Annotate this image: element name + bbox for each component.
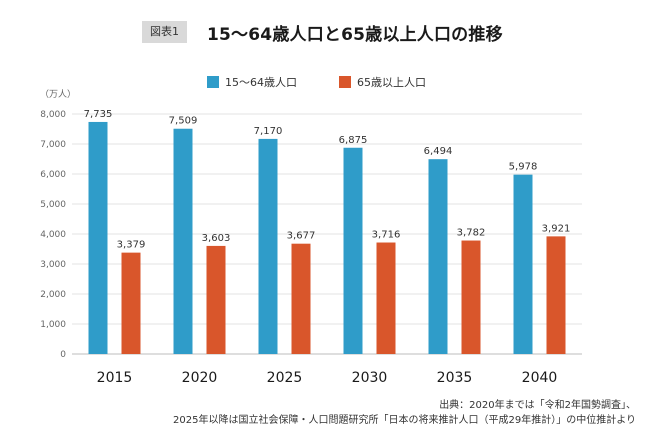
bar (121, 252, 141, 354)
bar-value-label: 3,603 (202, 233, 231, 244)
x-tick-label: 2040 (522, 370, 558, 386)
y-tick-label: 7,000 (40, 140, 66, 150)
bar-value-label: 3,716 (372, 230, 401, 241)
x-tick-label: 2035 (437, 370, 473, 386)
bar-value-label: 5,978 (509, 162, 538, 173)
bar-value-label: 7,509 (169, 116, 198, 127)
y-tick-label: 6,000 (40, 170, 66, 180)
y-tick-label: 2,000 (40, 290, 66, 300)
x-tick-label: 2015 (97, 370, 133, 386)
chart-header: 図表1 15〜64歳人口と65歳以上人口の推移 (142, 20, 503, 45)
y-tick-label: 4,000 (40, 230, 66, 240)
bar (206, 245, 226, 354)
legend-label: 65歳以上人口 (357, 76, 426, 89)
bar-value-label: 7,170 (254, 126, 283, 137)
x-tick-label: 2020 (182, 370, 218, 386)
legend-swatch (339, 76, 351, 88)
bar (343, 147, 363, 354)
bar-value-label: 6,875 (339, 135, 368, 146)
figure-badge: 図表1 (142, 21, 187, 43)
legend-label: 15〜64歳人口 (225, 76, 297, 89)
bar (291, 243, 311, 354)
source-note-line1: 出典：2020年までは「令和2年国勢調査」、 (439, 400, 636, 411)
y-tick-label: 0 (60, 350, 66, 360)
bar (258, 138, 278, 354)
y-tick-label: 5,000 (40, 200, 66, 210)
bar (428, 159, 448, 354)
y-tick-label: 1,000 (40, 320, 66, 330)
bar-value-label: 3,379 (117, 240, 146, 251)
x-tick-label: 2030 (352, 370, 388, 386)
bar-value-label: 3,677 (287, 231, 316, 242)
bar (513, 174, 533, 354)
x-tick-label: 2025 (267, 370, 303, 386)
bar (376, 242, 396, 354)
legend-swatch (207, 76, 219, 88)
source-note-line2: 2025年以降は国立社会保障・人口問題研究所「日本の将来推計人口（平成29年推計… (173, 415, 636, 426)
bar-value-label: 3,782 (457, 228, 486, 239)
chart-title: 15〜64歳人口と65歳以上人口の推移 (207, 24, 503, 45)
bar-value-label: 7,735 (84, 109, 113, 120)
bar-value-label: 6,494 (424, 146, 453, 157)
bar (461, 240, 481, 354)
bar (546, 236, 566, 354)
y-tick-label: 8,000 (40, 110, 66, 120)
bar-value-label: 3,921 (542, 223, 571, 234)
y-tick-label: 3,000 (40, 260, 66, 270)
y-axis-unit: （万人） (40, 89, 76, 100)
bar (88, 121, 108, 354)
bar (173, 128, 193, 354)
